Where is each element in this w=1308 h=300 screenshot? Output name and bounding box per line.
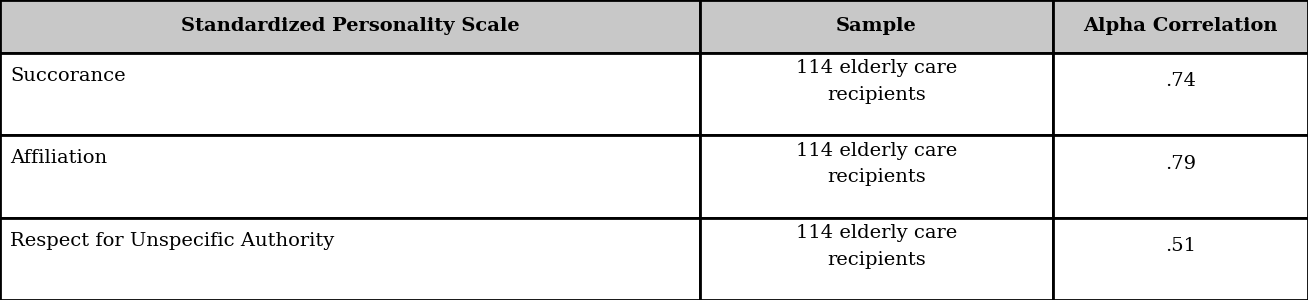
Text: Affiliation: Affiliation — [10, 149, 107, 167]
Text: .79: .79 — [1165, 155, 1196, 173]
Bar — [700, 135, 1053, 218]
Bar — [0, 0, 700, 52]
Text: Respect for Unspecific Authority: Respect for Unspecific Authority — [10, 232, 335, 250]
Text: Standardized Personality Scale: Standardized Personality Scale — [181, 17, 519, 35]
Bar — [1053, 52, 1308, 135]
Text: 114 elderly care
recipients: 114 elderly care recipients — [795, 224, 957, 268]
Bar — [0, 218, 700, 300]
Text: Alpha Correlation: Alpha Correlation — [1083, 17, 1278, 35]
Bar — [1053, 0, 1308, 52]
Text: 114 elderly care
recipients: 114 elderly care recipients — [795, 142, 957, 186]
Bar — [0, 52, 700, 135]
Bar — [0, 135, 700, 218]
Text: .74: .74 — [1165, 72, 1196, 90]
Bar — [700, 52, 1053, 135]
Bar — [1053, 218, 1308, 300]
Text: .51: .51 — [1165, 237, 1196, 255]
Text: Sample: Sample — [836, 17, 917, 35]
Bar — [700, 218, 1053, 300]
Bar — [700, 0, 1053, 52]
Text: 114 elderly care
recipients: 114 elderly care recipients — [795, 59, 957, 104]
Text: Succorance: Succorance — [10, 67, 126, 85]
Bar — [1053, 135, 1308, 218]
